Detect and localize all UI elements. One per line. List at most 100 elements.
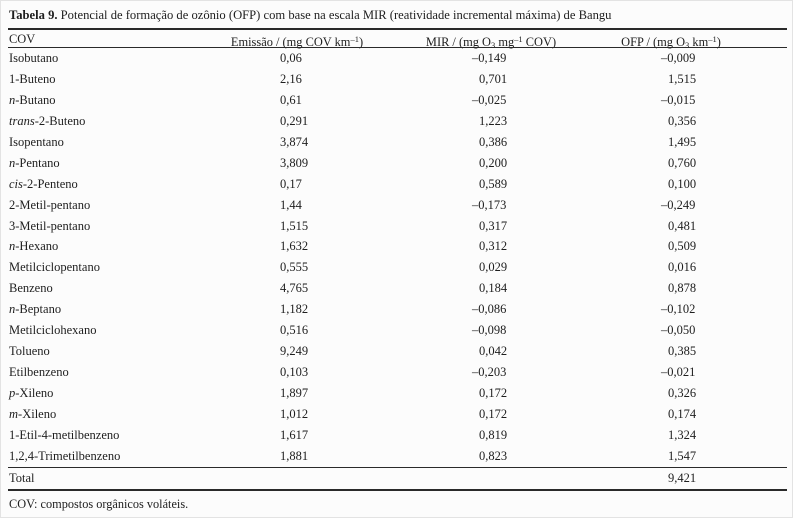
table-body: Isobutano 0,06 –0,149 –0,009 1-Buteno 2,… bbox=[1, 48, 793, 467]
ofp-value: 0,481 bbox=[668, 218, 697, 233]
cov-name: 3-Metil-pentano bbox=[9, 218, 91, 233]
top-rule bbox=[8, 28, 787, 30]
ofp-value: 0,760 bbox=[668, 155, 697, 170]
mir-value: 0,819 bbox=[479, 427, 508, 442]
table-row: 3-Metil-pentano 1,515 0,317 0,481 bbox=[1, 216, 793, 237]
mir-value: –0,086 bbox=[472, 302, 507, 317]
cov-name: n-Pentano bbox=[9, 155, 60, 170]
ofp-value: 0,878 bbox=[668, 281, 697, 296]
table-row: Isopentano 3,874 0,386 1,495 bbox=[1, 132, 793, 153]
table-row: n-Beptano 1,182 –0,086 –0,102 bbox=[1, 299, 793, 320]
emissao-value: 1,617 bbox=[280, 427, 309, 442]
emissao-value: 0,516 bbox=[280, 323, 309, 338]
column-header-cov: COV bbox=[9, 32, 36, 46]
table-row: 1-Buteno 2,16 0,701 1,515 bbox=[1, 69, 793, 90]
emissao-value: 1,182 bbox=[280, 302, 309, 317]
ofp-value: 0,385 bbox=[668, 344, 697, 359]
cov-name: 2-Metil-pentano bbox=[9, 197, 91, 212]
cov-name: n-Butano bbox=[9, 92, 56, 107]
ofp-value: 0,174 bbox=[668, 406, 697, 421]
total-ofp-value: 9,421 bbox=[668, 471, 697, 485]
cov-name: trans-2-Buteno bbox=[9, 113, 86, 128]
header-rule bbox=[8, 47, 787, 49]
table-row: p-Xileno 1,897 0,172 0,326 bbox=[1, 383, 793, 404]
emissao-value: 0,17 bbox=[280, 176, 302, 191]
emissao-value: 1,012 bbox=[280, 406, 309, 421]
table-row: Isobutano 0,06 –0,149 –0,009 bbox=[1, 48, 793, 69]
table-title: Tabela 9. Potencial de formação de ozôni… bbox=[9, 7, 789, 23]
mir-value: 0,317 bbox=[479, 218, 508, 233]
ofp-value: 1,324 bbox=[668, 427, 697, 442]
mir-value: –0,203 bbox=[472, 365, 507, 380]
cov-name: Isopentano bbox=[9, 134, 64, 149]
above-total-rule bbox=[8, 467, 787, 469]
table-row: 1-Etil-4-metilbenzeno 1,617 0,819 1,324 bbox=[1, 425, 793, 446]
emissao-value: 0,06 bbox=[280, 51, 302, 65]
table-row: Benzeno 4,765 0,184 0,878 bbox=[1, 278, 793, 299]
table-row: trans-2-Buteno 0,291 1,223 0,356 bbox=[1, 111, 793, 132]
cov-name: 1-Buteno bbox=[9, 71, 56, 86]
mir-value: 0,200 bbox=[479, 155, 508, 170]
mir-value: 0,042 bbox=[479, 344, 508, 359]
total-row: Total 9,421 bbox=[1, 468, 793, 489]
cov-name: Tolueno bbox=[9, 344, 50, 359]
cov-name: Metilciclopentano bbox=[9, 260, 100, 275]
ofp-value: 0,326 bbox=[668, 386, 697, 400]
table-title-number: Tabela 9. bbox=[9, 8, 58, 22]
cov-name: Isobutano bbox=[9, 51, 59, 65]
ofp-value: –0,050 bbox=[661, 323, 696, 338]
emissao-value: 1,881 bbox=[280, 448, 309, 463]
ofp-value: –0,015 bbox=[661, 92, 696, 107]
table-row: Etilbenzeno 0,103 –0,203 –0,021 bbox=[1, 362, 793, 383]
emissao-value: 0,103 bbox=[280, 365, 309, 380]
ofp-value: 0,016 bbox=[668, 260, 697, 275]
mir-value: –0,173 bbox=[472, 197, 507, 212]
mir-value: 0,823 bbox=[479, 448, 508, 463]
emissao-value: 1,897 bbox=[280, 386, 309, 400]
column-header-ofp: OFP / (mg O3 km–1) bbox=[621, 34, 721, 50]
table-row: 2-Metil-pentano 1,44 –0,173 –0,249 bbox=[1, 195, 793, 216]
mir-value: –0,098 bbox=[472, 323, 507, 338]
emissao-value: 1,515 bbox=[280, 218, 309, 233]
mir-value: –0,149 bbox=[472, 51, 507, 65]
emissao-value: 9,249 bbox=[280, 344, 309, 359]
cov-name: 1-Etil-4-metilbenzeno bbox=[9, 427, 120, 442]
emissao-value: 0,61 bbox=[280, 92, 302, 107]
cov-name: n-Hexano bbox=[9, 239, 59, 254]
cov-name: cis-2-Penteno bbox=[9, 176, 78, 191]
cov-name: Metilciclohexano bbox=[9, 323, 97, 338]
mir-value: 1,223 bbox=[479, 113, 508, 128]
column-header-emissao: Emissão / (mg COV km–1) bbox=[230, 34, 364, 49]
ofp-value: 0,100 bbox=[668, 176, 697, 191]
table-row: Metilciclohexano 0,516 –0,098 –0,050 bbox=[1, 320, 793, 341]
emissao-value: 2,16 bbox=[280, 71, 302, 86]
ofp-value: –0,009 bbox=[661, 51, 696, 65]
ofp-value: –0,249 bbox=[661, 197, 696, 212]
ofp-value: 1,515 bbox=[668, 71, 697, 86]
mir-value: 0,312 bbox=[479, 239, 508, 254]
mir-value: 0,172 bbox=[479, 406, 508, 421]
mir-value: 0,589 bbox=[479, 176, 508, 191]
cov-name: m-Xileno bbox=[9, 406, 57, 421]
mir-value: 0,184 bbox=[479, 281, 508, 296]
cov-name: 1,2,4-Trimetilbenzeno bbox=[9, 448, 121, 463]
emissao-value: 4,765 bbox=[280, 281, 309, 296]
table-row: Metilciclopentano 0,555 0,029 0,016 bbox=[1, 257, 793, 278]
mir-value: –0,025 bbox=[472, 92, 507, 107]
table-row: n-Pentano 3,809 0,200 0,760 bbox=[1, 153, 793, 174]
column-header-mir: MIR / (mg O3 mg–1 COV) bbox=[425, 34, 557, 50]
mir-value: 0,172 bbox=[479, 386, 508, 400]
ofp-value: 0,356 bbox=[668, 113, 697, 128]
table-row: n-Hexano 1,632 0,312 0,509 bbox=[1, 236, 793, 257]
table-title-text: Potencial de formação de ozônio (OFP) co… bbox=[57, 8, 612, 22]
table-row: cis-2-Penteno 0,17 0,589 0,100 bbox=[1, 174, 793, 195]
emissao-value: 1,632 bbox=[280, 239, 309, 254]
ofp-value: 1,547 bbox=[668, 448, 697, 463]
table-row: n-Butano 0,61 –0,025 –0,015 bbox=[1, 90, 793, 111]
emissao-value: 0,555 bbox=[280, 260, 309, 275]
emissao-value: 1,44 bbox=[280, 197, 302, 212]
emissao-value: 3,874 bbox=[280, 134, 309, 149]
ofp-value: 1,495 bbox=[668, 134, 697, 149]
mir-value: 0,029 bbox=[479, 260, 508, 275]
table-row: Tolueno 9,249 0,042 0,385 bbox=[1, 341, 793, 362]
